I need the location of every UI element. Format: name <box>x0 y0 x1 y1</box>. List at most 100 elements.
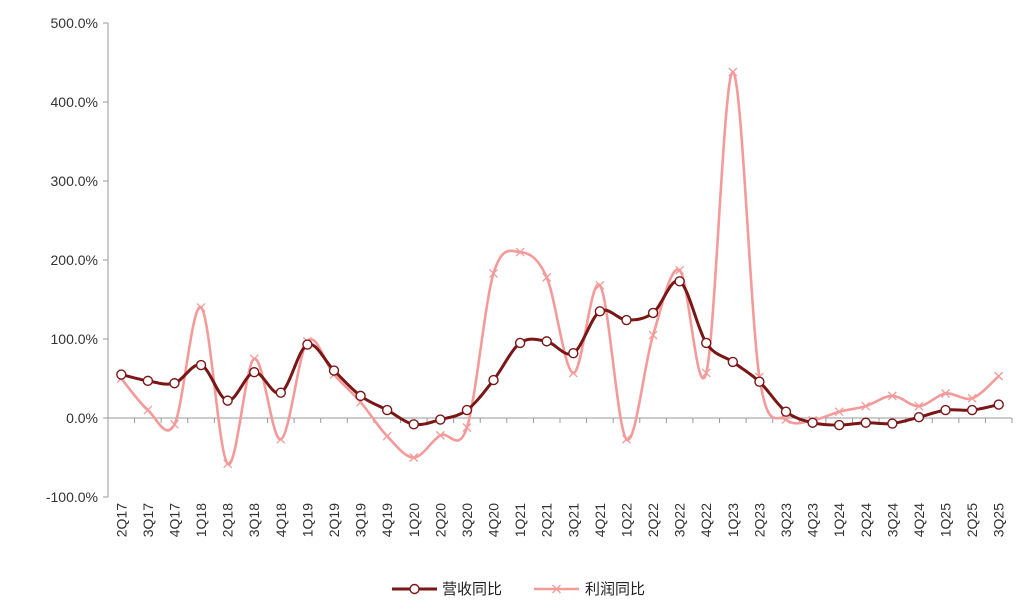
revenue-yoy-point <box>913 412 925 423</box>
profit-yoy-point <box>489 268 498 278</box>
x-tick-label: 1Q22 <box>618 503 634 537</box>
x-tick-label: 4Q23 <box>805 503 821 537</box>
legend-revenue-marker <box>409 583 420 595</box>
profit-yoy-point <box>887 391 897 401</box>
revenue-yoy-point <box>621 314 632 326</box>
x-tick-label: 1Q19 <box>299 503 315 537</box>
x-tick-label: 3Q17 <box>140 503 156 537</box>
profit-yoy-point <box>542 272 552 282</box>
revenue-yoy-point <box>993 399 1004 410</box>
revenue-yoy-point <box>461 404 473 416</box>
legend-revenue-label: 营收同比 <box>442 580 502 598</box>
revenue-yoy-point <box>833 419 845 431</box>
profit-yoy-point <box>143 405 153 415</box>
revenue-yoy-point <box>142 375 154 387</box>
x-tick-label: 2Q19 <box>326 503 342 537</box>
revenue-yoy-point <box>195 359 207 371</box>
profit-yoy-point <box>595 280 605 290</box>
profit-yoy-point <box>781 415 791 425</box>
x-tick-label: 3Q24 <box>884 503 900 537</box>
x-axis: 2Q17 3Q17 4Q17 1Q18 2Q18 3Q18 4Q18 1Q19 2Q19 3Q19… <box>107 417 1013 537</box>
profit-yoy-point <box>728 67 738 77</box>
x-tick-label: 2Q22 <box>645 503 661 537</box>
x-tick-label: 3Q21 <box>565 503 581 537</box>
x-tick-label: 4Q17 <box>166 503 182 537</box>
profit-yoy-point <box>622 434 631 444</box>
revenue-yoy-point <box>594 306 606 317</box>
x-tick-label: 4Q18 <box>273 503 289 537</box>
profit-yoy-point <box>435 430 445 440</box>
y-axis: -100.0% 0.0% 100.0% 200.0% 300.0% 400.0% 500.0… <box>46 15 109 505</box>
profit-yoy-point <box>276 434 286 444</box>
revenue-yoy-point <box>940 404 951 416</box>
profit-yoy-point <box>170 419 179 429</box>
x-tick-label: 3Q19 <box>353 503 369 537</box>
y-tick-label: 500.0% <box>51 15 98 31</box>
revenue-yoy-point <box>860 417 871 428</box>
revenue-yoy-point <box>408 419 419 430</box>
revenue-yoy-point <box>887 418 898 429</box>
revenue-yoy-point <box>355 390 366 402</box>
profit-yoy-point <box>994 371 1004 381</box>
revenue-yoy-point <box>222 395 233 406</box>
profit-yoy-point <box>914 401 924 411</box>
x-tick-label: 3Q20 <box>459 503 475 537</box>
x-tick-label: 2Q20 <box>432 503 448 537</box>
legend-profit-marker <box>552 584 561 594</box>
profit-yoy-point <box>941 389 950 398</box>
legend: 营收同比 利润同比 <box>392 580 645 598</box>
y-tick-label: -100.0% <box>46 489 98 505</box>
revenue-yoy-point <box>488 374 499 386</box>
profit-yoy-point <box>648 330 658 340</box>
profit-yoy-point <box>382 431 392 441</box>
y-tick-label: 0.0% <box>66 410 98 426</box>
revenue-yoy-point <box>249 366 260 378</box>
profit-yoy-point <box>462 423 472 432</box>
revenue-yoy-point <box>328 365 340 376</box>
profit-yoy-point <box>834 407 844 417</box>
revenue-yoy-point <box>647 307 659 319</box>
profit-yoy-point <box>675 265 685 275</box>
x-tick-label: 1Q20 <box>406 503 422 537</box>
profit-yoy-point <box>223 459 233 469</box>
revenue-yoy-point <box>435 414 446 425</box>
revenue-yoy-point <box>568 348 579 359</box>
profit-yoy-point <box>967 393 977 403</box>
x-tick-label: 2Q25 <box>964 503 980 537</box>
revenue-yoy-point <box>727 356 739 368</box>
x-tick-label: 4Q19 <box>379 503 395 537</box>
x-tick-label: 2Q18 <box>220 503 236 537</box>
profit-yoy-point <box>568 368 578 378</box>
series-markers <box>116 67 1004 469</box>
x-tick-label: 3Q18 <box>246 503 262 537</box>
x-tick-label: 2Q24 <box>858 503 874 537</box>
y-tick-label: 200.0% <box>51 252 98 268</box>
revenue-yoy-point <box>514 337 526 349</box>
x-tick-label: 3Q22 <box>672 503 688 537</box>
profit-yoy-point <box>196 302 206 312</box>
revenue-yoy-point <box>754 376 765 387</box>
x-tick-label: 3Q25 <box>991 503 1007 537</box>
y-tick-label: 100.0% <box>51 331 98 347</box>
series-line-revenue-yoy <box>120 279 1000 427</box>
revenue-yoy-point <box>302 339 313 350</box>
x-tick-label: 4Q21 <box>592 503 608 537</box>
revenue-yoy-point <box>674 276 685 287</box>
x-tick-label: 4Q24 <box>911 503 927 537</box>
revenue-yoy-point <box>701 337 712 349</box>
revenue-yoy-point <box>381 404 393 416</box>
revenue-yoy-point <box>807 417 818 428</box>
revenue-yoy-point <box>275 387 287 398</box>
x-tick-label: 1Q25 <box>938 503 954 537</box>
x-tick-label: 2Q23 <box>751 503 767 537</box>
x-tick-label: 4Q22 <box>698 503 714 537</box>
revenue-yoy-point <box>116 369 127 380</box>
legend-profit-label: 利润同比 <box>585 580 645 598</box>
x-tick-label: 1Q24 <box>831 503 847 537</box>
y-tick-label: 300.0% <box>51 173 98 189</box>
revenue-yoy-point <box>169 378 180 389</box>
profit-yoy-point <box>249 354 259 364</box>
revenue-yoy-point <box>780 406 792 417</box>
x-tick-label: 1Q23 <box>725 503 741 537</box>
